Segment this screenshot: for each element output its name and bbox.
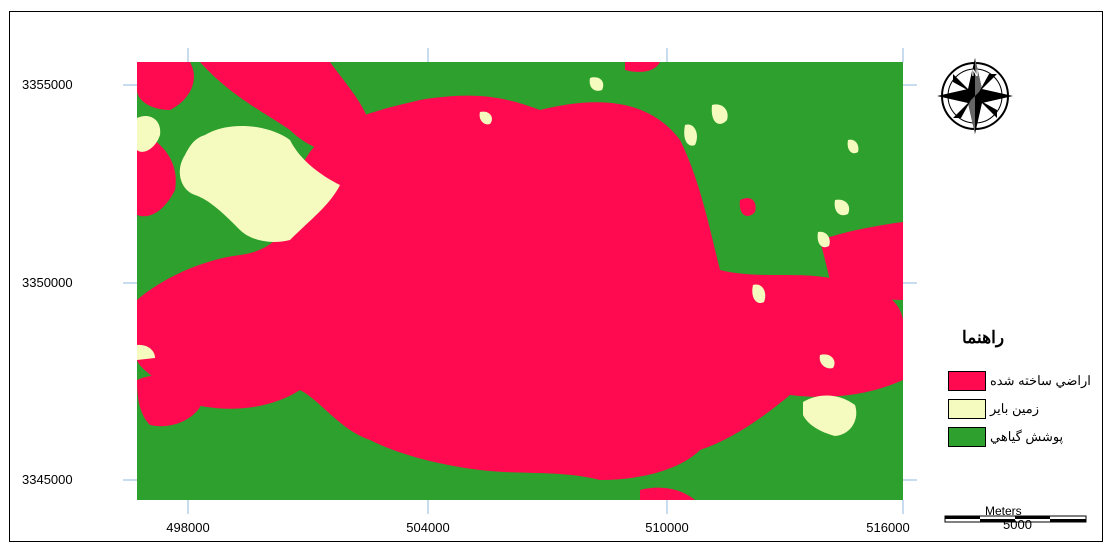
legend-item-built-up: اراضي ساخته شده	[940, 371, 1100, 393]
legend-swatch	[948, 371, 986, 391]
legend-item-vegetation: پوشش گياهي	[940, 427, 1100, 449]
y-tick-label: 3345000	[22, 472, 73, 487]
x-tick-label: 510000	[645, 520, 689, 535]
x-tick-label: 498000	[166, 520, 210, 535]
x-tick-label: 516000	[866, 520, 910, 535]
scale-value-label: 5000	[1003, 517, 1032, 532]
scale-unit-label: Meters	[985, 504, 1022, 518]
y-tick-label: 3355000	[22, 77, 73, 92]
north-arrow-icon: N	[937, 58, 1013, 134]
legend-swatch	[948, 427, 986, 447]
legend-item-bare-land: زمين باير	[940, 399, 1100, 421]
scale-bar	[944, 515, 1087, 523]
land-cover-raster	[137, 62, 903, 500]
x-tick-label: 504000	[406, 520, 450, 535]
legend-swatch	[948, 399, 986, 419]
legend-label: زمين باير	[990, 401, 1040, 416]
legend-label: اراضي ساخته شده	[990, 373, 1091, 388]
legend-title: راهنما	[962, 328, 1005, 347]
north-letter: N	[972, 68, 979, 78]
axis-ticks	[123, 48, 917, 514]
legend-label: پوشش گياهي	[990, 429, 1064, 444]
y-tick-label: 3350000	[22, 275, 73, 290]
bare-land-area	[137, 77, 859, 436]
